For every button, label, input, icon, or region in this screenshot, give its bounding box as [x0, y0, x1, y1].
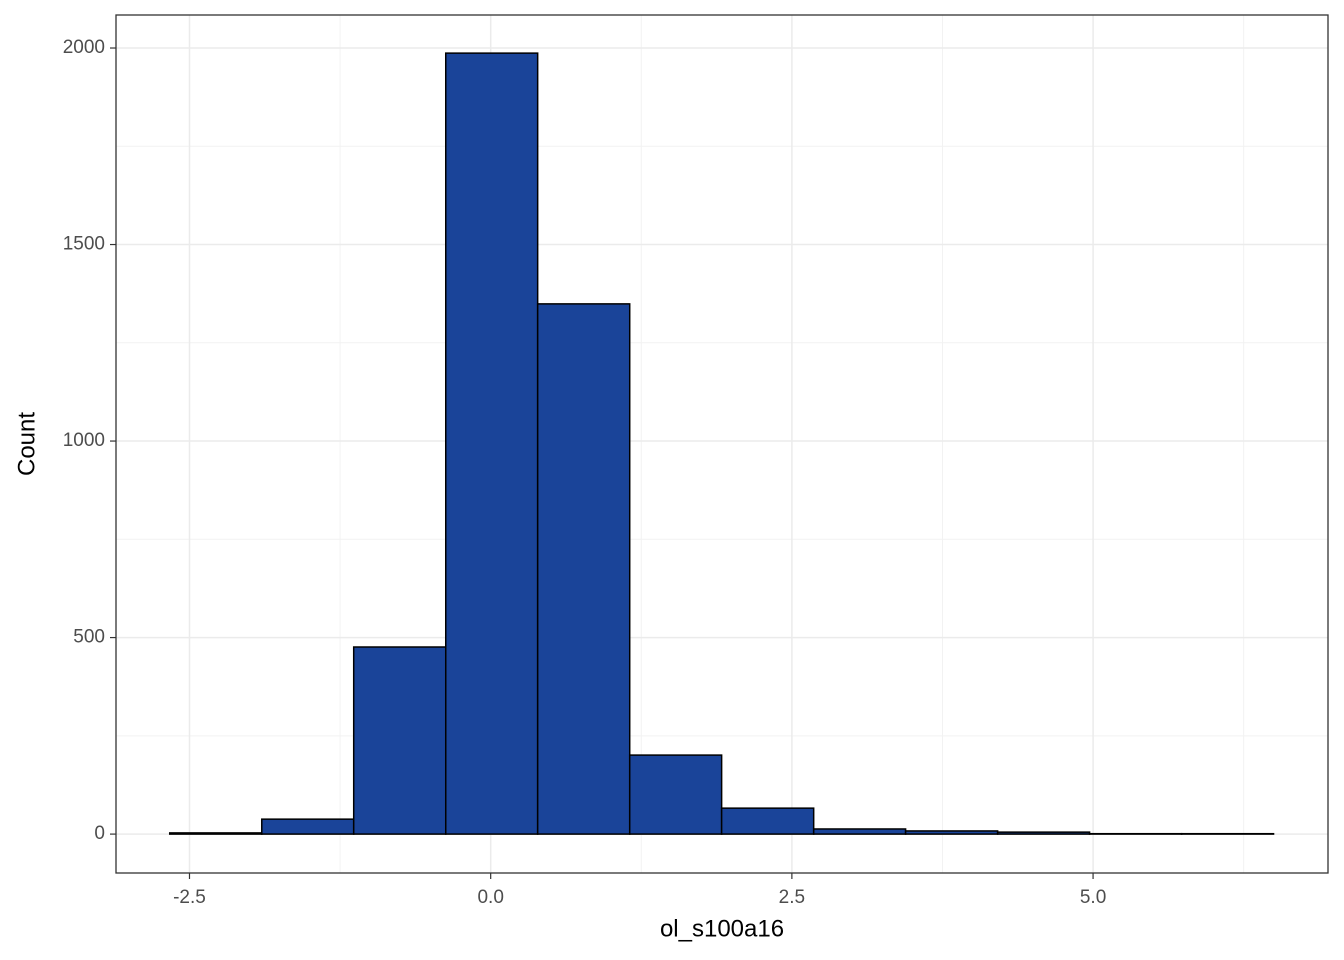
x-tick-label: -2.5 — [173, 887, 206, 908]
bar — [996, 831, 1091, 835]
bar — [812, 828, 907, 835]
x-axis-title: ol_s100a16 — [660, 915, 784, 942]
plot-border — [115, 14, 1329, 874]
bar — [261, 818, 355, 835]
bar — [444, 52, 539, 835]
y-tick-label: 0 — [94, 823, 105, 844]
x-tick-label: 2.5 — [779, 887, 805, 908]
bar — [628, 754, 723, 835]
x-tick-label: 0.0 — [477, 887, 503, 908]
bar — [352, 646, 447, 835]
bar — [168, 832, 263, 835]
x-tick-label: 5.0 — [1080, 887, 1106, 908]
y-tick-label: 1000 — [63, 430, 105, 451]
bar — [536, 303, 631, 835]
y-tick-label: 2000 — [63, 37, 105, 58]
y-tick-label: 500 — [73, 627, 105, 648]
y-tick-label: 1500 — [63, 234, 105, 255]
bar — [720, 807, 815, 835]
bar — [904, 830, 999, 835]
y-axis-title: Count — [13, 412, 40, 476]
